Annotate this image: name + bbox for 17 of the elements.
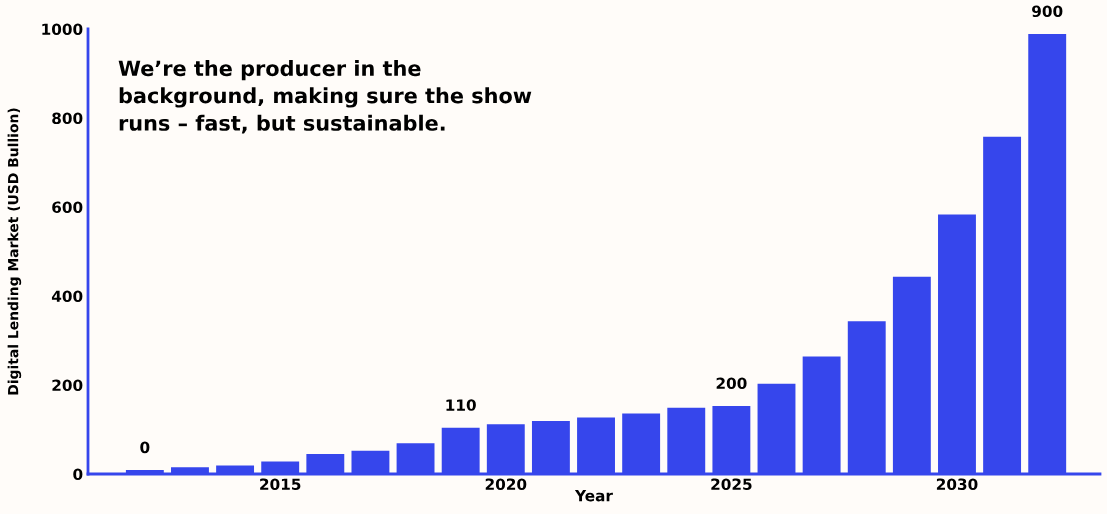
x-tick-label: 2020 — [485, 478, 527, 490]
y-tick-label: 400 — [51, 290, 83, 303]
x-tick-label: 2030 — [936, 478, 978, 490]
y-tick-label: 200 — [52, 379, 83, 392]
annotation: 200 — [716, 377, 747, 390]
x-tick-label: 2015 — [260, 478, 301, 490]
y-axis-title: Digital Lending Market (USD Bullion) — [7, 108, 22, 395]
y-tick-label: 600 — [52, 201, 83, 214]
annotation: We’re the producer in the background, making sure the show runs – fast, but sustainable. — [118, 60, 532, 134]
x-axis-title: Year — [574, 490, 613, 502]
y-tick-label: 800 — [52, 112, 83, 125]
x-tick-label: 2025 — [711, 478, 752, 490]
annotation: 110 — [446, 399, 476, 411]
annotation: 900 — [1032, 5, 1063, 18]
annotation: 0 — [140, 441, 150, 454]
y-tick-label: 0 — [73, 468, 83, 481]
y-tick-label: 1000 — [42, 23, 83, 36]
